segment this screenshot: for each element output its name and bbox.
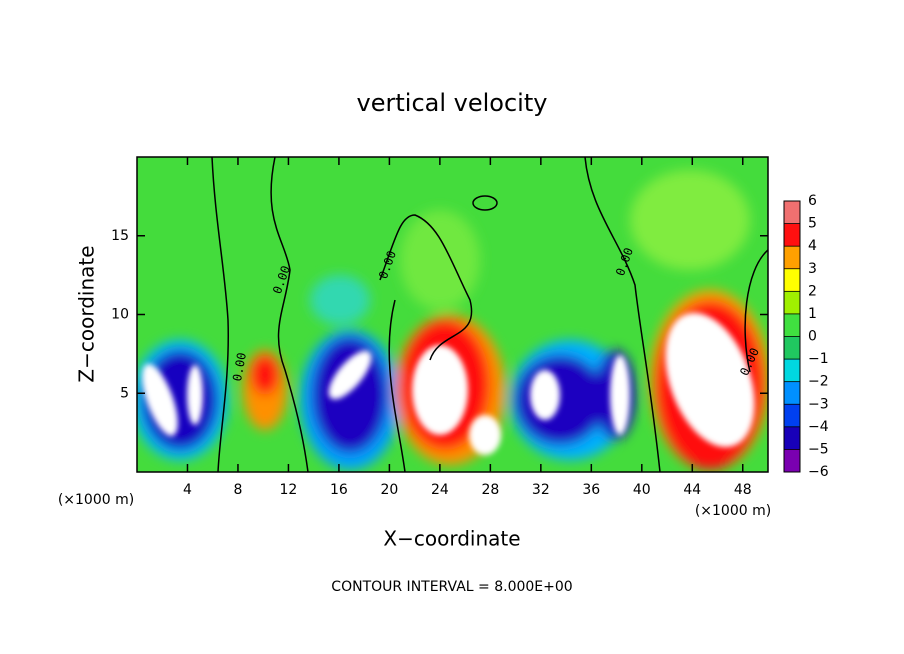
y-tick-label: 5 [120,385,129,401]
colorbar-segment [784,246,800,269]
x-tick-label: 24 [431,482,449,498]
colorbar-segment [784,291,800,314]
colorbar-segment [784,313,800,337]
x-tick-label: 20 [380,482,398,498]
x-tick-label: 4 [183,482,192,498]
x-tick-label: 12 [280,482,298,498]
colorbar-segment [784,201,800,224]
contour-label: 0.00 [230,351,249,382]
colorbar-segment [784,336,800,360]
x-unit-label: (×1000 m) [695,503,771,519]
colorbar-tick-label: 2 [808,283,817,299]
colorbar-tick-label: 5 [808,216,817,232]
x-tick-label: 48 [734,482,752,498]
colorbar-tick-label: 4 [808,238,817,254]
y-axis-label: Z−coordinate [75,245,99,382]
chart-title: vertical velocity [357,89,548,117]
x-tick-label: 40 [633,482,651,498]
annotation: CONTOUR INTERVAL = 8.000E+00 [331,579,572,595]
colorbar-segment [784,268,800,292]
colorbar-tick-label: 0 [808,329,817,345]
colorbar-tick-label: 1 [808,306,817,322]
x-tick-label: 16 [330,482,348,498]
colorbar-segment [784,359,800,382]
x-tick-label: 36 [582,482,600,498]
x-tick-label: 44 [683,482,701,498]
x-tick-label: 32 [532,482,550,498]
colorbar-tick-label: −6 [808,464,829,480]
colorbar-tick-label: 3 [808,261,817,277]
y-tick-label: 10 [111,307,129,323]
x-tick-label: 28 [481,482,499,498]
colorbar-tick-label: −3 [808,396,829,412]
x-axis-label: X−coordinate [383,527,520,551]
colorbar-segment [784,426,800,450]
colorbar-segment [784,449,800,472]
field [137,157,768,472]
colorbar-segment [784,381,800,405]
colorbar-tick-label: −5 [808,441,829,457]
colorbar-tick-label: −4 [808,419,829,435]
colorbar-tick-label: −2 [808,374,829,390]
x-unit-label: (×1000 m) [58,492,134,508]
colorbar-tick-label: 6 [808,193,817,209]
colorbar-tick-label: −1 [808,351,829,367]
y-tick-label: 15 [111,228,129,244]
colorbar-segment [784,223,800,247]
colorbar-segment [784,404,800,427]
x-tick-label: 8 [233,482,242,498]
